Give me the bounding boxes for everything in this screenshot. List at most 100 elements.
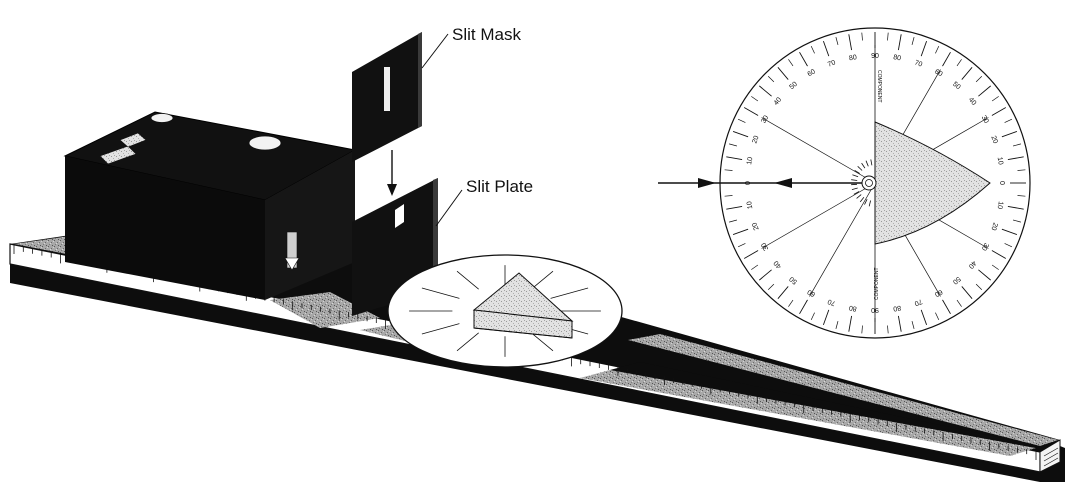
protractor-tick xyxy=(788,59,794,67)
protractor-tick xyxy=(810,45,815,54)
slit-mask-slit xyxy=(384,67,390,111)
slit-mask-label: Slit Mask xyxy=(452,25,521,44)
protractor-tick xyxy=(897,34,902,51)
beam-arrow-2 xyxy=(774,178,792,188)
protractor-tick xyxy=(975,283,983,291)
protractor-degree-label: 10 xyxy=(996,201,1004,210)
protractor-degree-label: 20 xyxy=(989,221,998,231)
protractor-tick xyxy=(991,264,999,270)
protractor-inner-mark xyxy=(868,200,871,207)
protractor-tick xyxy=(799,51,808,67)
disc-radial-line xyxy=(456,332,479,352)
protractor-inner-mark xyxy=(864,199,868,205)
protractor-inner-mark xyxy=(854,169,860,174)
protractor-degree-label: 80 xyxy=(849,54,858,62)
protractor-tick xyxy=(724,195,733,197)
box-top-knob-left xyxy=(150,113,174,123)
protractor-tick xyxy=(991,107,1007,116)
protractor-inner-mark xyxy=(856,194,862,199)
disc-radial-line xyxy=(456,270,479,290)
insert-arrow xyxy=(387,150,397,196)
disc-radial-line xyxy=(421,323,460,335)
protractor-tick xyxy=(991,250,1007,259)
protractor-degree-label: 40 xyxy=(967,259,977,270)
protractor-inner-mark xyxy=(853,191,860,195)
light-source-box xyxy=(63,111,357,300)
bench-track-right-upper xyxy=(628,334,1058,446)
disc-radial-line xyxy=(531,270,554,290)
protractor-tick xyxy=(759,269,772,281)
bench-end-cap xyxy=(1039,439,1061,473)
protractor-tick xyxy=(737,243,746,248)
protractor-tick xyxy=(1004,118,1013,123)
slit-plate-notch xyxy=(395,204,404,228)
protractor-tick xyxy=(1004,243,1013,248)
protractor-tick xyxy=(822,40,830,57)
disc-radial-line xyxy=(421,287,460,299)
protractor-tick xyxy=(743,250,759,259)
protractor-tick xyxy=(978,269,991,281)
protractor-inner-mark xyxy=(870,159,873,166)
protractor-degree-label: 40 xyxy=(967,96,977,107)
box-front-face xyxy=(65,156,265,300)
protractor-inner-mark xyxy=(861,162,866,169)
protractor-ray xyxy=(761,182,876,249)
box-top-knob-right xyxy=(248,135,282,151)
protractor-degree-label: 70 xyxy=(827,59,837,68)
protractor-tick xyxy=(777,286,789,299)
protractor-tick xyxy=(810,312,815,321)
protractor-degree-label: 50 xyxy=(788,81,799,91)
protractor-tick xyxy=(1001,130,1018,138)
protractor-tick xyxy=(1007,205,1024,210)
disc-radial-line xyxy=(550,287,589,299)
slit-mask xyxy=(352,32,422,162)
protractor-tick xyxy=(935,312,940,321)
component-disc-ticks xyxy=(409,265,601,357)
slit-mask-leader-line xyxy=(421,33,449,69)
protractor-degree-label: 70 xyxy=(913,297,923,306)
box-top-plate xyxy=(99,145,137,165)
protractor-tick xyxy=(942,299,951,315)
protractor-tick xyxy=(1007,156,1024,161)
protractor-degree-label: 0 xyxy=(998,181,1005,185)
protractor-tick xyxy=(835,37,839,45)
protractor-degree-label: 80 xyxy=(892,304,901,312)
protractor-tick xyxy=(732,228,749,236)
protractor-degree-label: 20 xyxy=(751,221,760,231)
protractor-tick xyxy=(978,85,991,97)
protractor-tick xyxy=(729,143,737,147)
protractor-tick xyxy=(737,118,746,123)
protractor-tick xyxy=(920,309,928,326)
protractor-tick xyxy=(729,219,737,223)
protractor-degree-label: 60 xyxy=(807,68,817,78)
protractor-tick xyxy=(911,321,915,329)
protractor-degree-ticks xyxy=(724,32,1026,334)
protractor-inset: 0102030405060708090807060504030201001020… xyxy=(658,27,1031,339)
protractor-tick xyxy=(1017,195,1026,197)
protractor-tick xyxy=(887,32,889,41)
protractor-tick xyxy=(751,96,759,102)
protractor-center-hub xyxy=(861,175,877,191)
protractor-tick xyxy=(961,67,973,80)
protractor-tick xyxy=(1013,143,1021,147)
protractor-degree-label: 70 xyxy=(913,59,923,68)
protractor-degree-label: 70 xyxy=(827,297,837,306)
bench-track-mid xyxy=(270,292,380,328)
protractor-tick xyxy=(911,37,915,45)
protractor-inner-mark xyxy=(859,196,865,203)
protractor-degree-label: 40 xyxy=(773,96,783,107)
protractor-degree-label: 10 xyxy=(746,156,754,165)
protractor-tick xyxy=(1017,169,1026,171)
protractor-tick xyxy=(887,325,889,334)
protractor-degree-label: 20 xyxy=(751,135,760,145)
protractor-tick xyxy=(751,264,759,270)
protractor-degree-label: 80 xyxy=(893,54,902,62)
protractor-ray xyxy=(809,182,876,297)
protractor-tick xyxy=(724,169,733,171)
protractor-degree-label: 50 xyxy=(788,275,799,285)
protractor-tick xyxy=(726,205,743,210)
protractor-tick xyxy=(935,45,940,54)
protractor-tick xyxy=(848,315,853,332)
component-table xyxy=(387,254,623,368)
